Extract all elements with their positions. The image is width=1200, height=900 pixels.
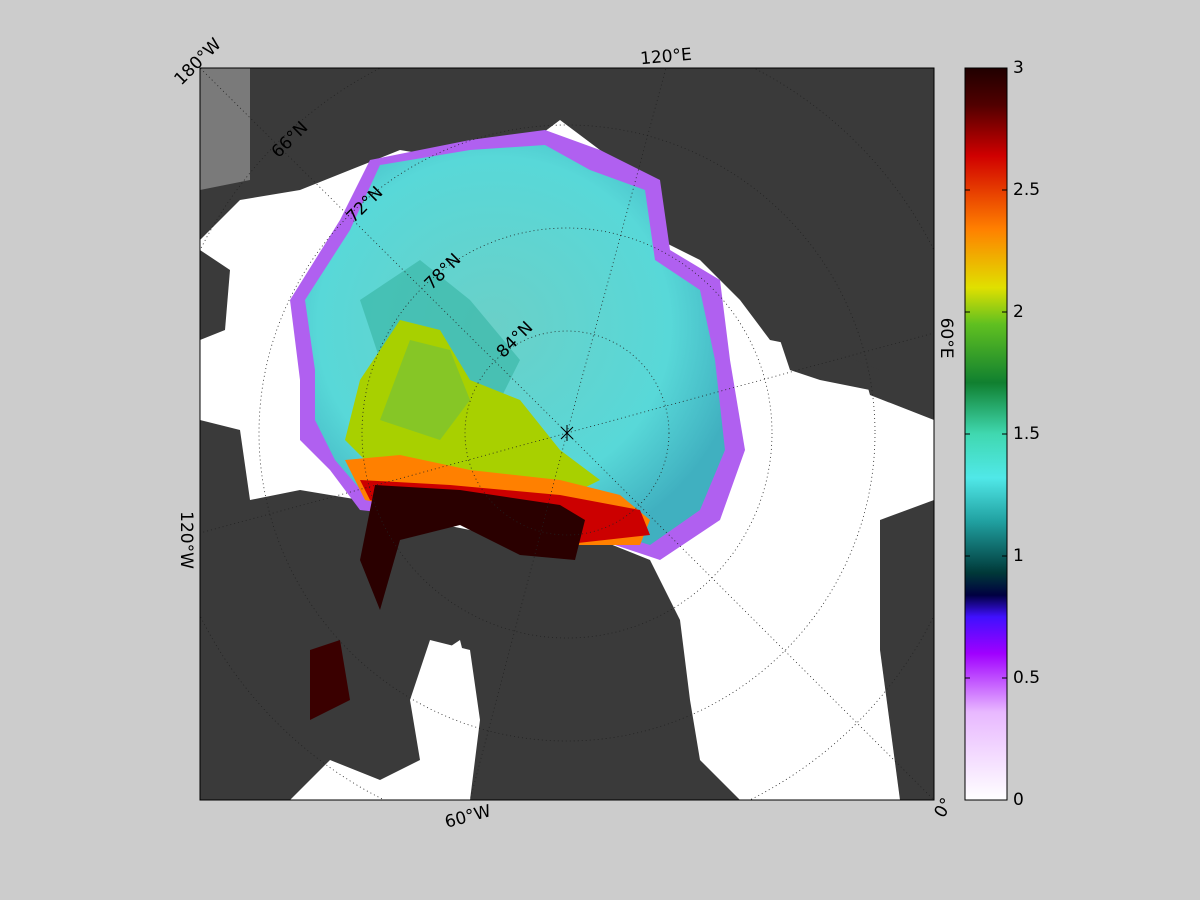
colorbar-tick-label: 2 (1013, 302, 1024, 322)
meridian-label: 60°E (936, 318, 956, 359)
meridian-label: 120°W (176, 511, 196, 569)
sea-ice (310, 640, 350, 720)
land (880, 500, 934, 800)
land (200, 68, 934, 400)
meridian-label: 60°W (443, 801, 494, 833)
land (860, 360, 934, 420)
colorbar: 0 0.5 1 1.5 2 2.5 3 (964, 58, 1040, 810)
sea-ice (380, 340, 470, 440)
land (780, 340, 880, 390)
map-frame (199, 67, 935, 801)
sea-ice (360, 485, 585, 610)
colorbar-tick-label: 2.5 (1013, 180, 1040, 200)
colorbar-tick-label: 1.5 (1013, 424, 1040, 444)
colorbar-tick-label: 3 (1013, 58, 1024, 78)
land (200, 250, 230, 340)
meridian-label: 0° (931, 795, 958, 822)
colorbar-tick-label: 1 (1013, 546, 1024, 566)
map: 66°N 72°N 78°N 84°N (200, 68, 934, 800)
meridian-label: 120°E (639, 45, 692, 69)
land (420, 640, 475, 800)
graticule (200, 68, 934, 800)
colorbar-tick-label: 0 (1013, 790, 1024, 810)
colorbar-gradient (964, 67, 1008, 801)
colorbar-tick-label: 0.5 (1013, 668, 1040, 688)
land (200, 68, 250, 190)
